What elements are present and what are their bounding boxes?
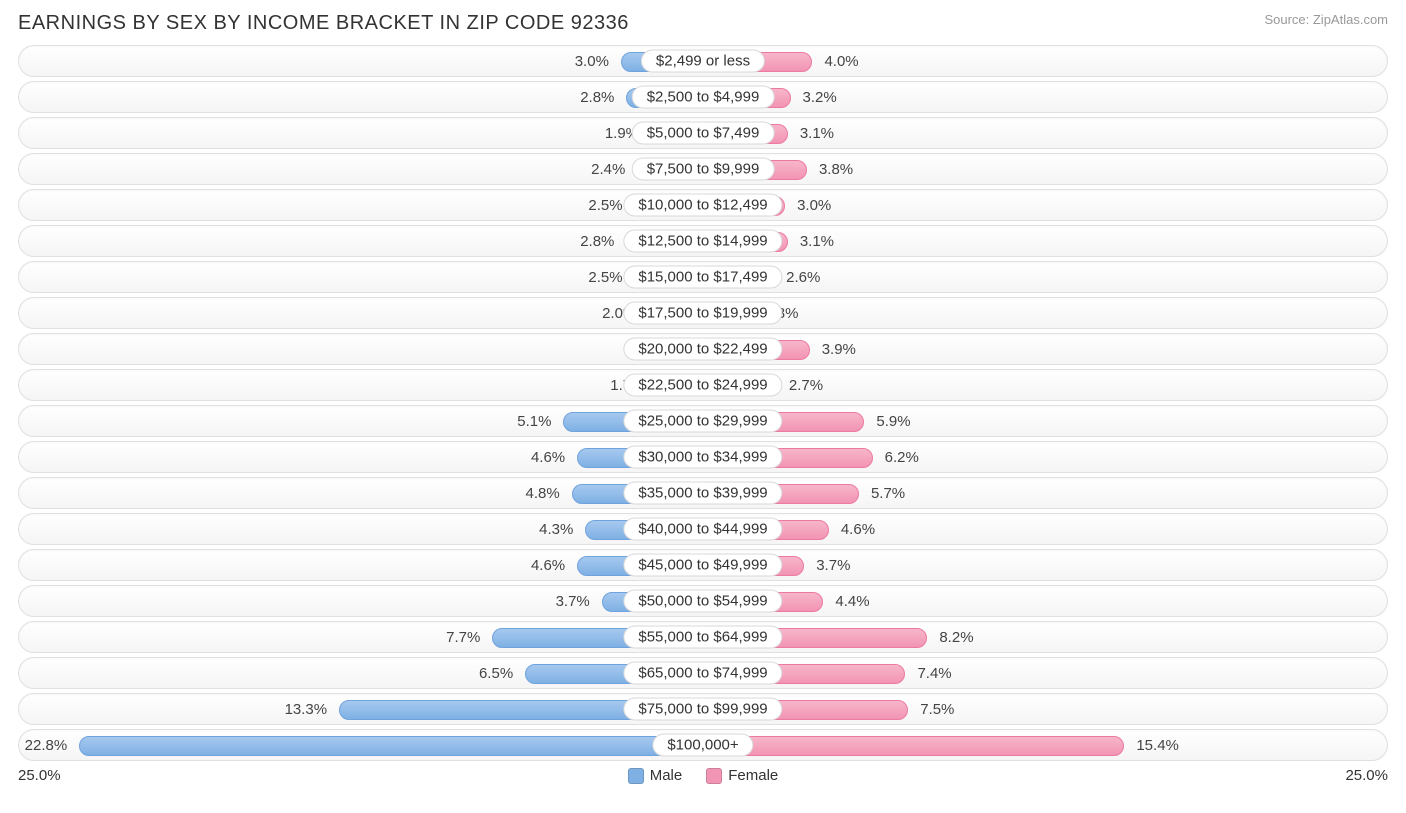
female-value-label: 5.9%	[868, 406, 934, 436]
male-value-label: 5.1%	[493, 406, 559, 436]
female-value-label: 3.1%	[792, 118, 858, 148]
category-label: $55,000 to $64,999	[623, 626, 782, 649]
male-value-label: 2.8%	[556, 82, 622, 112]
chart-row: 2.5% 2.6%$15,000 to $17,499	[18, 261, 1388, 293]
female-value-label: 4.4%	[827, 586, 893, 616]
chart-footer: 25.0% Male Female 25.0%	[18, 767, 1388, 784]
chart-area: 3.0% 4.0% $2,499 or less 2.8% 3.2% $2,500 to …	[18, 45, 1388, 761]
chart-row: 4.3% 4.6% $40,000 to $44,999	[18, 513, 1388, 545]
male-swatch-icon	[628, 768, 644, 784]
male-bar	[79, 736, 703, 756]
female-value-label: 3.9%	[814, 334, 880, 364]
female-value-label: 6.2%	[877, 442, 943, 472]
female-value-label: 7.5%	[912, 694, 978, 724]
category-label: $15,000 to $17,499	[623, 266, 782, 289]
category-label: $50,000 to $54,999	[623, 590, 782, 613]
male-value-label: 13.3%	[269, 694, 335, 724]
category-label: $5,000 to $7,499	[632, 122, 775, 145]
female-value-label: 3.8%	[811, 154, 877, 184]
male-value-label: 2.5%	[565, 190, 631, 220]
female-value-label: 4.0%	[816, 46, 882, 76]
male-value-label: 4.8%	[502, 478, 568, 508]
female-value-label: 2.6%	[778, 262, 844, 292]
female-value-label: 3.2%	[795, 82, 861, 112]
chart-row: 6.5% 7.4% $65,000 to $74,999	[18, 657, 1388, 689]
female-value-label: 3.1%	[792, 226, 858, 256]
legend-male: Male	[628, 767, 683, 784]
female-swatch-icon	[706, 768, 722, 784]
category-label: $25,000 to $29,999	[623, 410, 782, 433]
male-value-label: 6.5%	[455, 658, 521, 688]
legend-male-label: Male	[650, 767, 683, 784]
male-value-label: 3.7%	[532, 586, 598, 616]
female-value-label: 2.7%	[781, 370, 847, 400]
category-label: $22,500 to $24,999	[623, 374, 782, 397]
legend-female-label: Female	[728, 767, 778, 784]
chart-row: 2.0%1.8%$17,500 to $19,999	[18, 297, 1388, 329]
category-label: $75,000 to $99,999	[623, 698, 782, 721]
category-label: $7,500 to $9,999	[632, 158, 775, 181]
chart-row: 2.8% 3.2% $2,500 to $4,999	[18, 81, 1388, 113]
male-value-label: 22.8%	[9, 730, 75, 760]
chart-title: EARNINGS BY SEX BY INCOME BRACKET IN ZIP…	[18, 12, 629, 35]
female-value-label: 8.2%	[931, 622, 997, 652]
male-value-label: 2.4%	[567, 154, 633, 184]
female-value-label: 7.4%	[909, 658, 975, 688]
chart-row: 22.8%15.4%$100,000+	[18, 729, 1388, 761]
female-value-label: 3.0%	[789, 190, 855, 220]
legend: Male Female	[628, 767, 779, 784]
chart-header: EARNINGS BY SEX BY INCOME BRACKET IN ZIP…	[18, 12, 1388, 35]
legend-female: Female	[706, 767, 778, 784]
category-label: $20,000 to $22,499	[623, 338, 782, 361]
chart-row: 2.8% 3.1% $12,500 to $14,999	[18, 225, 1388, 257]
male-value-label: 2.8%	[556, 226, 622, 256]
male-value-label: 3.0%	[551, 46, 617, 76]
chart-row: 3.7% 4.4% $50,000 to $54,999	[18, 585, 1388, 617]
chart-row: 2.4% 3.8% $7,500 to $9,999	[18, 153, 1388, 185]
category-label: $65,000 to $74,999	[623, 662, 782, 685]
male-value-label: 2.5%	[565, 262, 631, 292]
axis-max-right: 25.0%	[1345, 767, 1388, 784]
female-value-label: 3.7%	[808, 550, 874, 580]
male-value-label: 4.6%	[507, 442, 573, 472]
category-label: $45,000 to $49,999	[623, 554, 782, 577]
male-value-label: 4.3%	[515, 514, 581, 544]
male-value-label: 7.7%	[422, 622, 488, 652]
chart-row: 3.0% 4.0% $2,499 or less	[18, 45, 1388, 77]
category-label: $17,500 to $19,999	[623, 302, 782, 325]
chart-row: 1.1%3.9%$20,000 to $22,499	[18, 333, 1388, 365]
category-label: $30,000 to $34,999	[623, 446, 782, 469]
chart-row: 4.6% 6.2% $30,000 to $34,999	[18, 441, 1388, 473]
female-value-label: 5.7%	[863, 478, 929, 508]
female-value-label: 4.6%	[833, 514, 899, 544]
chart-row: 1.7%2.7%$22,500 to $24,999	[18, 369, 1388, 401]
category-label: $12,500 to $14,999	[623, 230, 782, 253]
category-label: $2,500 to $4,999	[632, 86, 775, 109]
chart-row: 2.5% 3.0% $10,000 to $12,499	[18, 189, 1388, 221]
category-label: $100,000+	[652, 734, 753, 757]
chart-row: 13.3% 7.5% $75,000 to $99,999	[18, 693, 1388, 725]
category-label: $2,499 or less	[641, 50, 765, 73]
chart-row: 7.7% 8.2% $55,000 to $64,999	[18, 621, 1388, 653]
category-label: $40,000 to $44,999	[623, 518, 782, 541]
female-bar	[703, 736, 1124, 756]
male-value-label: 4.6%	[507, 550, 573, 580]
female-value-label: 15.4%	[1128, 730, 1194, 760]
category-label: $10,000 to $12,499	[623, 194, 782, 217]
chart-row: 4.6% 3.7% $45,000 to $49,999	[18, 549, 1388, 581]
chart-row: 5.1% 5.9% $25,000 to $29,999	[18, 405, 1388, 437]
axis-max-left: 25.0%	[18, 767, 61, 784]
chart-row: 4.8% 5.7% $35,000 to $39,999	[18, 477, 1388, 509]
chart-source: Source: ZipAtlas.com	[1264, 12, 1388, 27]
category-label: $35,000 to $39,999	[623, 482, 782, 505]
chart-row: 1.9%3.1%$5,000 to $7,499	[18, 117, 1388, 149]
